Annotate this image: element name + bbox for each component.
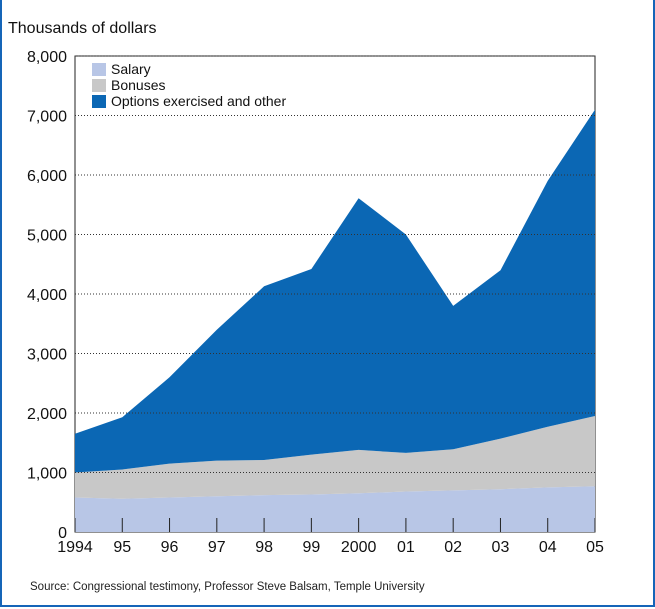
x-tick-label: 04 <box>539 539 557 556</box>
x-tick-label: 01 <box>397 539 415 556</box>
x-tick-label: 05 <box>586 539 604 556</box>
legend-swatch <box>92 95 106 108</box>
legend-label: Bonuses <box>111 77 165 93</box>
x-tick-label: 03 <box>492 539 510 556</box>
area-bonuses <box>75 416 595 499</box>
source-note: Source: Congressional testimony, Profess… <box>30 581 425 593</box>
area-salary <box>75 486 595 532</box>
legend-label: Salary <box>111 61 151 77</box>
y-tick-label: 1,000 <box>27 466 67 483</box>
legend-swatch <box>92 79 106 92</box>
legend-label: Options exercised and other <box>111 93 286 109</box>
y-tick-label: 2,000 <box>27 406 67 423</box>
y-axis-title: Thousands of dollars <box>8 20 157 37</box>
x-tick-label: 99 <box>302 539 320 556</box>
x-tick-label: 96 <box>161 539 179 556</box>
y-tick-label: 8,000 <box>27 49 67 66</box>
y-tick-label: 3,000 <box>27 347 67 364</box>
x-tick-label: 02 <box>444 539 462 556</box>
y-tick-label: 4,000 <box>27 287 67 304</box>
x-tick-label: 95 <box>113 539 131 556</box>
y-tick-label: 7,000 <box>27 109 67 126</box>
x-tick-label: 2000 <box>341 539 377 556</box>
x-tick-label: 1994 <box>57 539 93 556</box>
x-tick-label: 98 <box>255 539 273 556</box>
x-tick-label: 97 <box>208 539 226 556</box>
y-tick-label: 5,000 <box>27 228 67 245</box>
area-options-exercised-and-other <box>75 109 595 473</box>
legend-swatch <box>92 63 106 76</box>
y-tick-label: 6,000 <box>27 168 67 185</box>
y-tick-label: 0 <box>58 525 67 542</box>
